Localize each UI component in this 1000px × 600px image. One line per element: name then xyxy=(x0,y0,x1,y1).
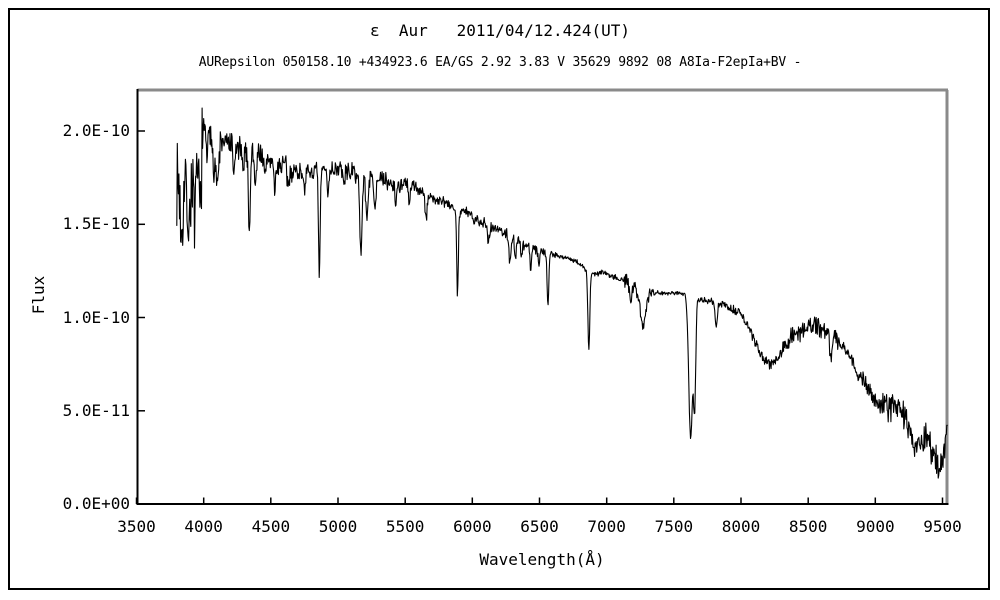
y-tick-label: 1.0E-10 xyxy=(62,307,130,327)
x-tick-label: 5000 xyxy=(318,517,358,536)
x-tick-label: 6000 xyxy=(453,517,492,536)
y-axis-label: Flux xyxy=(29,275,48,315)
x-tick-label: 7500 xyxy=(654,517,694,536)
y-tick-label: 2.0E-10 xyxy=(62,121,130,140)
figure-border xyxy=(8,8,990,590)
x-tick-label: 8500 xyxy=(788,517,828,536)
y-tick-label: 0.0E+00 xyxy=(62,494,130,513)
x-tick-label: 8000 xyxy=(721,517,761,536)
x-tick-label: 6500 xyxy=(520,517,559,536)
x-tick-label: 7000 xyxy=(587,517,626,536)
x-tick-label: 5500 xyxy=(385,517,425,536)
x-tick-label: 4500 xyxy=(251,517,291,536)
y-tick-label: 1.5E-10 xyxy=(62,214,130,234)
chart-title: ε Aur 2011/04/12.424(UT) xyxy=(369,21,631,40)
spectrum-line xyxy=(176,107,948,479)
x-tick-label: 9500 xyxy=(923,517,962,536)
x-tick-label: 9000 xyxy=(856,517,895,536)
y-tick-label: 5.0E-11 xyxy=(62,400,130,420)
chart-subtitle: AURepsilon 050158.10 +434923.6 EA/GS 2.9… xyxy=(198,55,802,70)
x-tick-label: 3500 xyxy=(117,517,156,536)
x-axis-label: Wavelength(Å) xyxy=(479,550,605,569)
x-tick-label: 4000 xyxy=(184,517,223,536)
